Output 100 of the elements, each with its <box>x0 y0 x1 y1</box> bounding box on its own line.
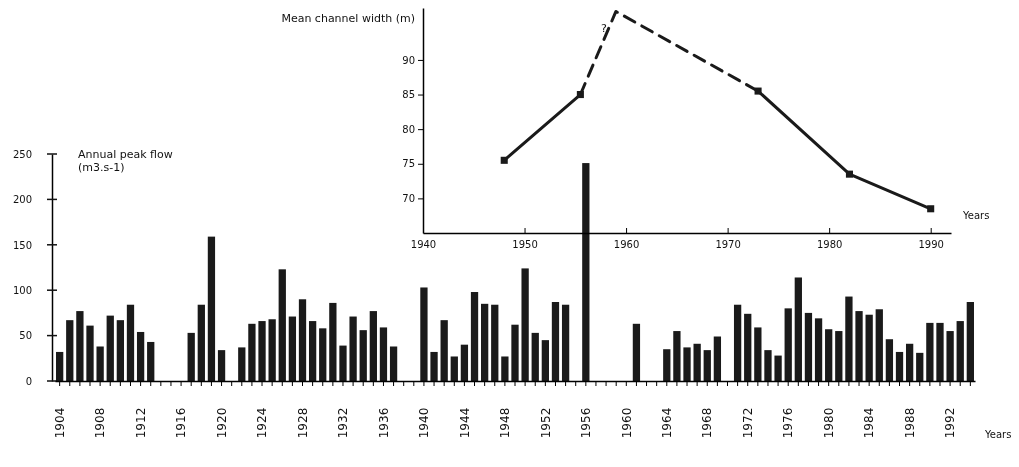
bar <box>268 319 276 381</box>
bar <box>673 331 681 381</box>
bar <box>703 350 711 381</box>
bar <box>632 323 641 381</box>
y-tick-label: 90 <box>402 54 415 66</box>
bar <box>744 313 752 381</box>
bar <box>835 331 843 381</box>
bar <box>339 345 347 381</box>
bar <box>926 322 934 381</box>
x-tick-label: 1932 <box>336 407 351 439</box>
x-axis-title: Years <box>984 429 1012 440</box>
bar <box>905 343 914 381</box>
bar <box>895 351 904 381</box>
bar <box>966 302 974 381</box>
x-tick-label: 1940 <box>410 239 437 251</box>
bar <box>956 321 964 381</box>
x-tick-label: 1936 <box>376 407 391 439</box>
bar <box>784 308 792 381</box>
x-tick-label: 1990 <box>918 239 944 251</box>
bar <box>96 346 104 381</box>
bar <box>733 304 742 381</box>
y-tick-label: 0 <box>25 375 32 387</box>
bar <box>916 352 924 381</box>
x-tick-label: 1980 <box>821 407 836 439</box>
bar <box>86 325 94 381</box>
x-tick-label: 1992 <box>943 407 958 439</box>
bar <box>329 302 337 381</box>
bar <box>76 311 84 381</box>
x-tick-label: 1960 <box>619 407 634 439</box>
bar <box>470 292 479 381</box>
bar <box>541 340 549 381</box>
bar <box>187 332 195 381</box>
x-tick-label: 1964 <box>659 407 674 439</box>
y-tick-label: 75 <box>402 158 415 170</box>
x-axis-title: Years <box>962 210 990 221</box>
x-tick-label: 1972 <box>740 407 755 439</box>
bar <box>946 331 954 381</box>
x-tick-label: 1968 <box>700 407 715 439</box>
bar <box>531 332 539 381</box>
bar <box>683 347 691 381</box>
bar <box>460 344 469 381</box>
bar <box>511 324 519 381</box>
x-tick-label: 1948 <box>498 407 513 439</box>
y-tick-label: 150 <box>12 239 32 251</box>
bar <box>248 323 256 381</box>
bar <box>794 277 802 381</box>
bar <box>663 349 671 381</box>
bar <box>349 316 357 381</box>
x-tick-label: 1980 <box>816 239 843 251</box>
bar <box>440 320 448 381</box>
x-tick-label: 1950 <box>512 239 538 251</box>
bar <box>359 330 367 381</box>
bar <box>551 302 560 381</box>
x-tick-label: 1940 <box>417 407 432 439</box>
bar <box>420 287 428 381</box>
bar <box>116 320 125 381</box>
bar <box>561 304 570 381</box>
bar <box>885 339 894 381</box>
y-tick-label: 50 <box>19 330 32 342</box>
x-tick-label: 1928 <box>295 407 310 439</box>
x-tick-label: 1976 <box>781 407 796 439</box>
bar <box>319 328 327 381</box>
bar <box>369 311 377 381</box>
bar <box>106 315 114 381</box>
point <box>754 87 762 95</box>
y-tick-label: 70 <box>402 193 415 205</box>
bar <box>66 320 74 381</box>
y-tick-label: 100 <box>12 284 32 296</box>
x-tick-label: 1952 <box>538 407 553 439</box>
x-tick-label: 1956 <box>579 407 594 439</box>
bar <box>308 321 317 381</box>
bar <box>298 299 307 381</box>
x-tick-label: 1960 <box>613 239 640 251</box>
point <box>845 170 853 178</box>
x-tick-label: 1984 <box>862 407 877 439</box>
bar <box>430 351 438 381</box>
bar <box>258 321 266 381</box>
bar <box>582 163 590 381</box>
bar <box>501 356 509 381</box>
bar <box>379 327 388 381</box>
bar <box>217 350 226 381</box>
y-axis-title: Annual peak flow (m3.s-1) <box>78 148 173 175</box>
bar <box>521 268 529 381</box>
bar <box>693 343 701 381</box>
x-tick-label: 1944 <box>457 407 472 439</box>
x-tick-label: 1920 <box>214 407 229 439</box>
bar <box>814 318 823 381</box>
x-tick-label: 1908 <box>93 407 108 439</box>
bar <box>450 356 458 381</box>
bar <box>147 341 155 381</box>
bar <box>126 304 135 381</box>
bar <box>855 311 863 381</box>
y-axis-title: Mean channel width (m) <box>281 12 415 25</box>
bar <box>764 350 772 381</box>
y-tick-label: 85 <box>402 89 415 101</box>
x-tick-label: 1924 <box>255 407 270 439</box>
bar <box>238 347 246 381</box>
point <box>927 205 935 213</box>
bar <box>875 309 883 381</box>
y-tick-label: 250 <box>12 148 32 160</box>
